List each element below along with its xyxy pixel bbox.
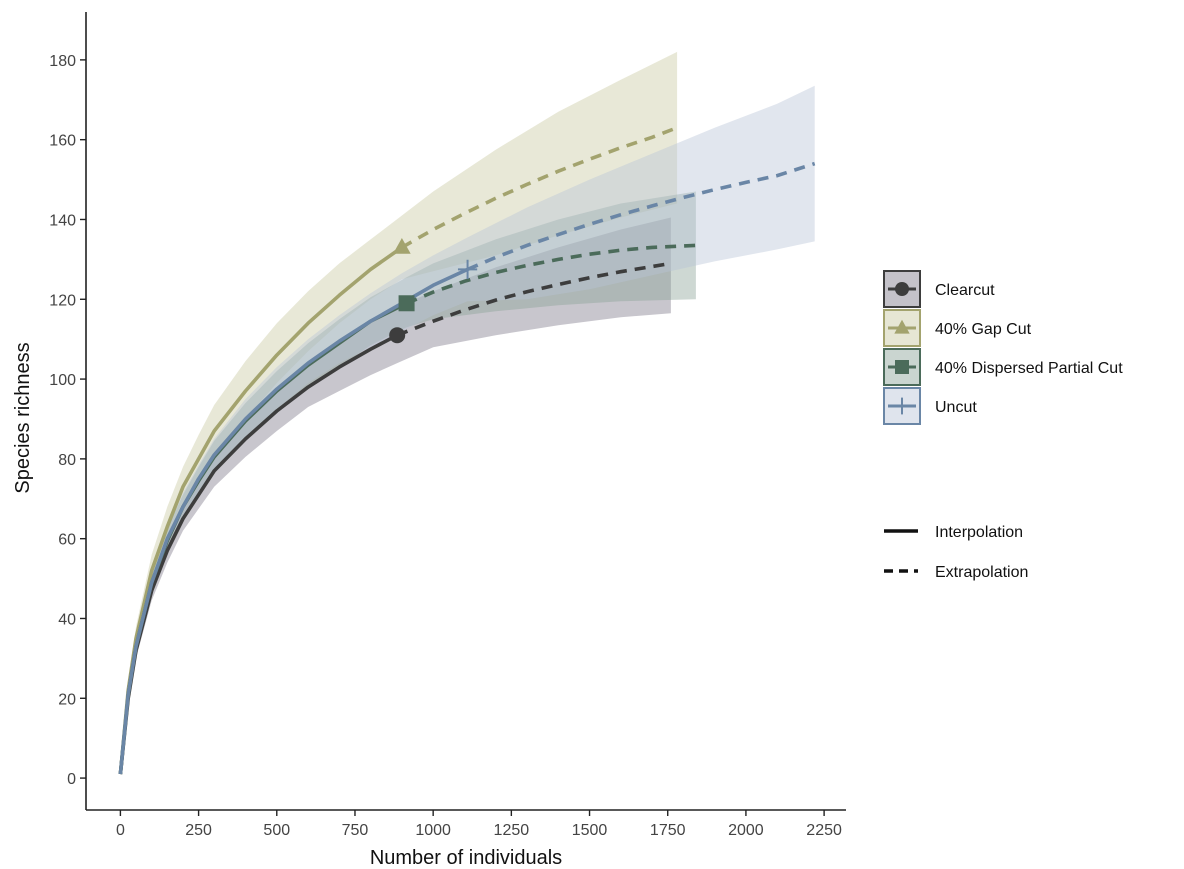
y-tick-label: 0 [67,771,76,788]
ci-ribbon-1 [120,51,678,775]
y-tick-label: 40 [58,611,76,628]
legend-key-marker [893,397,911,415]
confidence-ribbons [120,51,815,775]
x-tick-label: 750 [342,822,369,839]
legend-key-marker [894,319,910,334]
legend-item-2: 40% Dispersed Partial Cut [883,348,1123,386]
y-axis-label: Species richness [12,342,34,493]
extrapolation-line-2 [405,243,696,305]
interpolation-line-1 [118,245,403,775]
legend-key-marker [895,360,909,374]
x-tick-label: 1000 [415,822,451,839]
y-tick-label: 80 [58,452,76,469]
x-axis-label: Number of individuals [370,847,562,869]
series-lines [118,126,816,775]
y-tick-label: 160 [49,133,76,150]
linetype-legend-label: Extrapolation [935,564,1028,581]
y-tick-label: 60 [58,532,76,549]
extrapolation-line-3 [466,161,816,272]
observed-point-1 [393,237,411,254]
legend-label: 40% Dispersed Partial Cut [935,360,1123,377]
observed-point-3 [457,259,478,279]
x-tick-label: 500 [263,822,290,839]
legend-label: 40% Gap Cut [935,321,1032,338]
extrapolation-line-0 [396,261,672,337]
y-tick-label: 100 [49,372,76,389]
x-tick-label: 250 [185,822,212,839]
legend-item-3: Uncut [883,387,977,425]
linetype-legend-item-1: Extrapolation [884,564,1028,581]
observed-markers [389,237,478,344]
x-tick-label: 1750 [650,822,686,839]
x-tick-label: 1500 [572,822,608,839]
legend: Clearcut 40% Gap Cut 40% Dispersed Partial… [883,270,1123,581]
legend-label: Clearcut [935,282,995,299]
linetype-legend-label: Interpolation [935,524,1023,541]
y-tick-label: 20 [58,691,76,708]
axes [85,12,846,811]
x-tick-label: 2250 [806,822,842,839]
ci-ribbon-3 [120,85,815,775]
x-tick-label: 2000 [728,822,764,839]
x-tick-label: 0 [116,822,125,839]
interpolation-line-3 [118,267,469,775]
observed-point-2 [398,295,415,312]
legend-label: Uncut [935,399,977,416]
extrapolation-line-1 [401,126,678,249]
y-tick-label: 140 [49,212,76,229]
x-tick-label: 1250 [494,822,530,839]
y-tick-label: 120 [49,292,76,309]
legend-item-1: 40% Gap Cut [883,309,1032,347]
linetype-legend-item-0: Interpolation [884,524,1023,541]
observed-point-0 [389,327,406,344]
y-tick-label: 180 [49,53,76,70]
legend-key-marker [895,282,909,296]
legend-item-0: Clearcut [883,270,995,308]
axis-ticks: 0 250 500 750 1000 1250 1500 1750 2000 2250 0 20 40 6… [49,53,842,839]
